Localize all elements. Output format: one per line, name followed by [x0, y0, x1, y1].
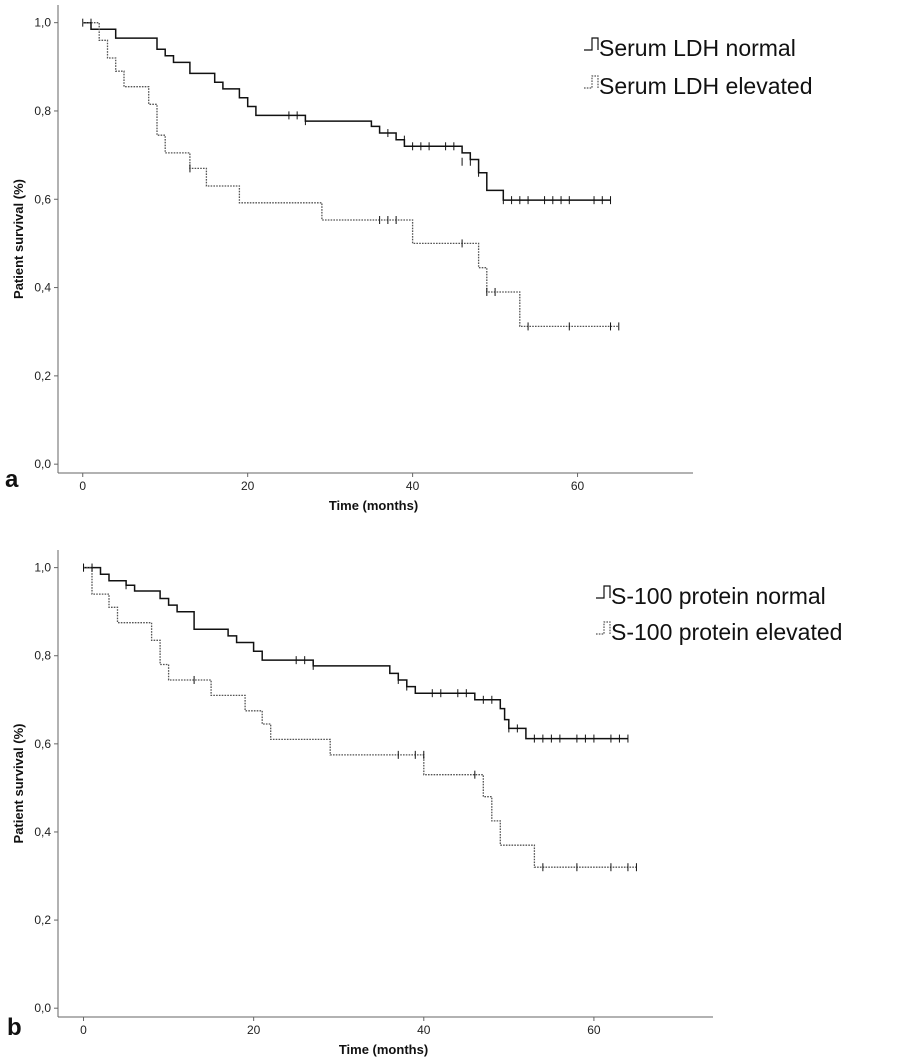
- y-tick-label: 1,0: [34, 16, 51, 30]
- x-tick-label: 40: [406, 479, 420, 493]
- survival-curve-elevated: [83, 566, 637, 868]
- panel-letter: b: [7, 1014, 22, 1041]
- legend-label-normal: S-100 protein normal: [611, 583, 826, 609]
- legend-symbol-normal: [596, 585, 611, 599]
- x-tick-label: 0: [80, 1023, 87, 1037]
- x-tick-label: 0: [79, 479, 86, 493]
- panel-letter: a: [5, 466, 19, 493]
- survival-curve-normal: [83, 566, 628, 740]
- x-tick-label: 60: [571, 479, 585, 493]
- y-tick-label: 0,4: [34, 281, 51, 295]
- x-tick-label: 20: [247, 1023, 261, 1037]
- y-tick-label: 0,2: [34, 913, 51, 927]
- y-tick-label: 0,4: [34, 825, 51, 839]
- legend-label-elevated: Serum LDH elevated: [599, 73, 813, 99]
- x-axis-title: Time (months): [339, 1042, 428, 1057]
- chart-panel-a: 0,0 0,2 0,4 0,6 0,8 1,0 0 20 40 60 Time (months) Pa…: [5, 5, 813, 513]
- legend-symbol-elevated: [584, 75, 599, 89]
- legend-label-normal: Serum LDH normal: [599, 35, 796, 61]
- y-tick-label: 0,8: [34, 104, 51, 118]
- y-tick-label: 0,0: [34, 457, 51, 471]
- x-tick-label: 60: [587, 1023, 601, 1037]
- y-tick-label: 0,2: [34, 369, 51, 383]
- y-tick-label: 1,0: [34, 561, 51, 575]
- survival-curve-normal: [82, 21, 611, 201]
- y-tick-label: 0,0: [34, 1001, 51, 1015]
- chart-panel-b: 0,0 0,2 0,4 0,6 0,8 1,0 0 20 40 60 Time (months) Pa…: [7, 550, 842, 1057]
- legend-symbol-elevated: [596, 621, 611, 635]
- x-tick-label: 20: [241, 479, 255, 493]
- y-tick-label: 0,8: [34, 649, 51, 663]
- y-tick-label: 0,6: [34, 737, 51, 751]
- survival-curve-elevated: [82, 22, 619, 328]
- x-tick-label: 40: [417, 1023, 431, 1037]
- y-axis-title: Patient survival (%): [11, 179, 26, 299]
- x-axis-title: Time (months): [329, 498, 418, 513]
- legend-symbol-normal: [584, 37, 599, 51]
- legend-label-elevated: S-100 protein elevated: [611, 619, 842, 645]
- y-tick-label: 0,6: [34, 192, 51, 206]
- y-axis-title: Patient survival (%): [11, 724, 26, 844]
